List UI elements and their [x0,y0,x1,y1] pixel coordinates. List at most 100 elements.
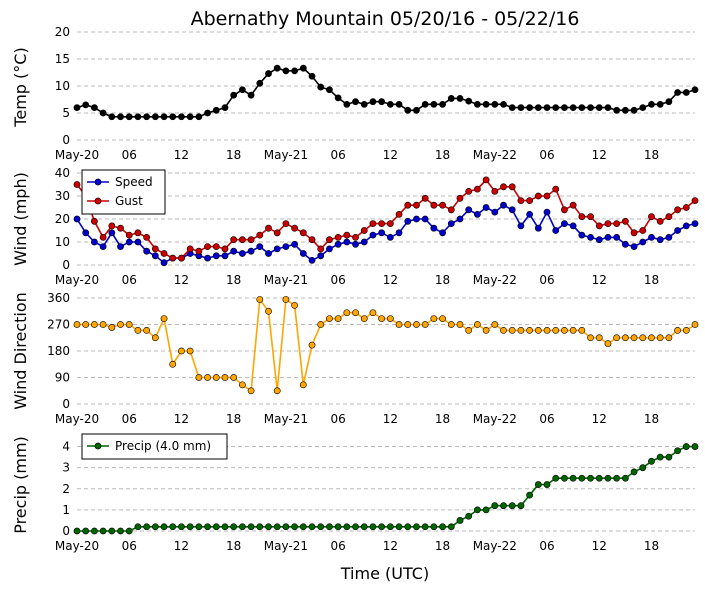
data-point-precip [221,523,229,531]
data-point-precip [465,512,473,520]
x-tick-label: 06 [122,273,137,287]
data-point-temp [578,104,586,111]
data-point-direction [273,387,281,395]
data-point-wind [99,233,107,241]
y-tick-label-precip: 4 [62,440,70,454]
data-point-temp [291,67,299,75]
data-point-precip [73,527,81,535]
data-point-wind [517,222,525,230]
data-point-wind [534,224,542,232]
data-point-wind [508,206,516,214]
data-point-temp [534,104,542,111]
data-point-wind [447,220,455,227]
data-point-temp [308,72,316,80]
data-point-wind [648,213,655,221]
data-point-temp [317,83,325,91]
data-point-direction [456,321,464,328]
data-point-wind [674,206,681,214]
data-point-wind [386,220,394,227]
data-point-precip [195,523,203,531]
data-point-wind [500,183,507,191]
data-point-wind [125,231,133,239]
x-tick-label: 18 [226,148,241,162]
data-point-wind [273,245,281,253]
data-point-direction [578,326,586,334]
data-point-wind [665,233,673,241]
data-point-precip [587,474,594,482]
data-point-precip [674,447,681,455]
data-point-wind [404,217,412,225]
data-point-direction [534,326,542,334]
data-point-wind [526,197,534,204]
data-point-wind [369,231,377,239]
data-point-temp [674,89,681,96]
data-point-wind [447,206,455,214]
data-point-wind [360,227,368,234]
data-point-temp [360,100,368,108]
data-point-precip [204,523,211,531]
y-tick-label-wind: 30 [55,189,70,203]
data-point-wind [160,250,168,257]
data-point-direction [134,326,142,334]
data-point-wind [691,197,699,204]
data-point-precip [212,523,220,531]
data-point-temp [369,98,377,106]
data-point-wind [587,213,594,221]
data-point-direction [178,347,185,355]
data-point-precip [482,506,490,514]
data-point-direction [299,381,307,389]
data-point-precip [491,502,499,510]
data-point-wind [282,243,290,250]
data-point-direction [569,326,577,334]
data-point-wind [682,204,690,211]
data-point-direction [386,315,394,323]
data-point-wind [430,201,438,209]
data-point-wind [473,185,481,193]
data-point-direction [691,321,699,328]
data-point-wind [517,197,525,204]
data-point-wind [569,222,577,230]
data-point-wind [221,245,229,253]
data-point-precip [639,464,647,472]
data-point-direction [99,321,107,328]
data-point-direction [543,326,551,334]
data-point-direction [639,334,647,342]
data-point-temp [82,101,90,109]
x-tick-label: May-21 [264,412,308,426]
data-point-wind [73,215,81,223]
x-tick-label: 06 [539,148,554,162]
data-point-temp [134,113,142,121]
x-tick-label: May-22 [473,539,517,553]
data-point-wind [160,259,168,267]
data-point-temp [421,100,429,108]
data-point-direction [195,374,203,381]
data-point-direction [360,315,368,323]
data-point-temp [273,64,281,72]
data-point-precip [561,474,568,482]
data-point-direction [604,340,612,348]
data-point-wind [413,201,420,209]
data-point-wind [665,213,673,221]
data-point-wind [587,233,594,241]
data-point-wind [491,208,499,216]
data-point-temp [299,64,307,72]
data-point-wind [656,217,664,225]
data-point-direction [404,321,412,328]
data-point-wind [482,176,490,184]
data-point-direction [221,374,229,381]
data-point-precip [125,527,133,535]
data-point-wind [578,231,586,239]
data-point-temp [195,113,203,121]
data-point-wind [256,243,264,250]
data-point-direction [491,321,499,328]
legend-box-wind [81,169,166,215]
data-point-direction [665,334,673,342]
data-point-temp [143,113,151,121]
data-point-wind [613,233,621,241]
data-point-direction [308,341,316,349]
data-point-wind [395,229,403,237]
y-tick-label-precip: 0 [62,524,70,538]
data-point-wind [526,210,534,218]
